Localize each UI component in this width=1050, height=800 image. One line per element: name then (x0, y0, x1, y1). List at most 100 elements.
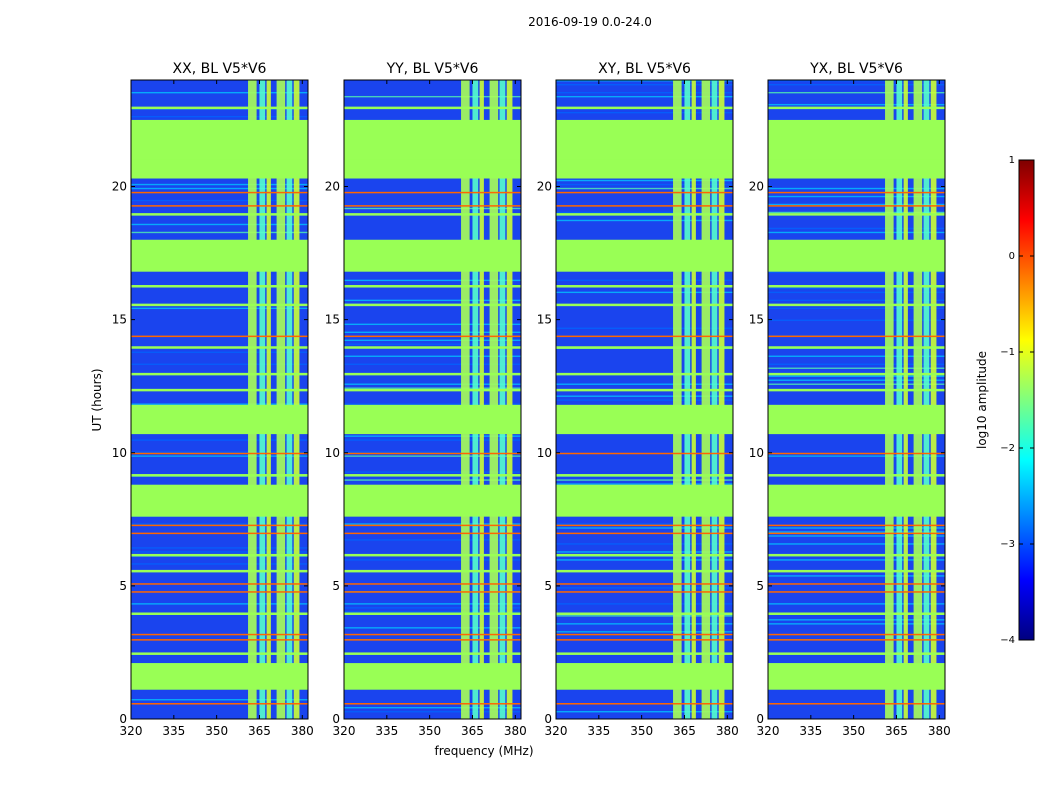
rfi-time-line (344, 633, 521, 636)
x-tick-label: 335 (799, 724, 822, 738)
heatmap-row-line (768, 535, 945, 537)
colorbar: 1 0 −1 −2 −3 −4 log10 amplitude (975, 155, 1035, 646)
rfi-time-line (556, 524, 733, 527)
heatmap-row-line (344, 539, 521, 541)
y-tick-label: 5 (544, 579, 552, 593)
x-axis-label: frequency (MHz) (434, 744, 533, 758)
colorbar-tick-label: −4 (1000, 635, 1015, 646)
x-tick-label: 320 (545, 724, 568, 738)
heatmap-row-line (556, 523, 733, 525)
heatmap-row-line (556, 211, 733, 214)
heatmap-row-line (556, 83, 733, 86)
flagged-strip (768, 553, 945, 557)
flagged-strip (768, 388, 945, 392)
heatmap-row-line (768, 187, 945, 190)
flagged-region (344, 239, 521, 272)
x-tick-label: 320 (757, 724, 780, 738)
flagged-strip (768, 569, 945, 573)
heatmap-row-line (556, 483, 733, 485)
x-tick-label: 365 (461, 724, 484, 738)
y-tick-label: 5 (756, 579, 764, 593)
colorbar-tick-label: 1 (1009, 155, 1015, 166)
colorbar-label: log10 amplitude (975, 351, 989, 449)
rfi-band (479, 80, 484, 719)
rfi-time-line (556, 639, 733, 641)
heatmap-row-line (344, 451, 521, 453)
heatmap-row-line (131, 351, 308, 353)
heatmap-row-line (768, 363, 945, 365)
flagged-strip (768, 612, 945, 615)
colorbar-tick-label: −2 (1000, 443, 1015, 454)
flagged-strip (556, 106, 733, 110)
heatmap-row-line (344, 387, 521, 389)
heatmap-row-line (131, 307, 308, 310)
heatmap-row-line (768, 195, 945, 198)
rfi-band (506, 80, 513, 719)
flagged-strip (344, 159, 521, 163)
y-tick-label: 10 (325, 446, 340, 460)
rfi-band (930, 80, 937, 719)
heatmap-row-line (344, 455, 521, 457)
heatmap-row-line (344, 439, 521, 441)
flagged-strip (131, 213, 308, 216)
heatmap-image (344, 80, 521, 719)
colorbar-tick-label: −1 (1000, 347, 1015, 358)
panel-title: YY, BL V5*V6 (386, 61, 479, 77)
rfi-time-line (556, 703, 733, 705)
heatmap-row-line (556, 219, 733, 222)
heatmap-row-line (768, 227, 945, 230)
flagged-strip (131, 285, 308, 288)
rfi-band (896, 80, 903, 719)
heatmap-row-line (131, 439, 308, 441)
flagged-strip (344, 303, 521, 307)
rfi-time-line (131, 532, 308, 535)
rfi-time-line (344, 191, 521, 194)
heatmap-row-line (768, 91, 945, 94)
heatmap-row-line (556, 559, 733, 561)
heatmap-row-line (768, 319, 945, 322)
rfi-time-line (131, 335, 308, 338)
heatmap-row-line (768, 367, 945, 369)
flagged-strip (131, 388, 308, 392)
rfi-band (885, 80, 894, 719)
flagged-strip (344, 553, 521, 557)
flagged-strip (131, 652, 308, 655)
rfi-time-line (131, 205, 308, 207)
y-tick-label: 10 (112, 446, 127, 460)
rfi-time-line (344, 335, 521, 338)
heatmap-row-line (344, 207, 521, 210)
rfi-band (276, 80, 286, 719)
heatmap-row-line (768, 231, 945, 234)
heatmap-row-line (556, 623, 733, 625)
heatmap-row-line (556, 291, 733, 294)
x-tick-label: 365 (885, 724, 908, 738)
heatmap-row-line (768, 299, 945, 302)
colorbar-tick-label: 0 (1009, 251, 1015, 262)
rfi-time-line (768, 191, 945, 194)
flagged-strip (768, 474, 945, 477)
flagged-region (344, 663, 521, 690)
flagged-strip (344, 569, 521, 573)
heatmap-row-line (768, 455, 945, 457)
x-tick-label: 380 (928, 724, 951, 738)
y-tick-label: 15 (749, 313, 764, 327)
heatmap-row-line (131, 183, 308, 186)
heatmap-row-line (131, 231, 308, 234)
rfi-time-line (556, 532, 733, 535)
flagged-strip (556, 303, 733, 307)
y-axis-label: UT (hours) (90, 368, 104, 431)
heatmap-row-line (344, 403, 521, 405)
figure-suptitle: 2016-09-19 0.0-24.0 (528, 15, 652, 29)
y-tick-label: 0 (544, 712, 552, 726)
rfi-band (718, 80, 725, 719)
heatmap-row-line (768, 623, 945, 625)
flagged-strip (556, 388, 733, 392)
heatmap-row-line (344, 471, 521, 473)
heatmap-row-line (556, 80, 733, 82)
flagged-region (131, 239, 308, 272)
rfi-time-line (556, 205, 733, 207)
flagged-strip (344, 652, 521, 655)
heatmap-row-line (344, 279, 521, 282)
heatmap-row-line (344, 323, 521, 326)
